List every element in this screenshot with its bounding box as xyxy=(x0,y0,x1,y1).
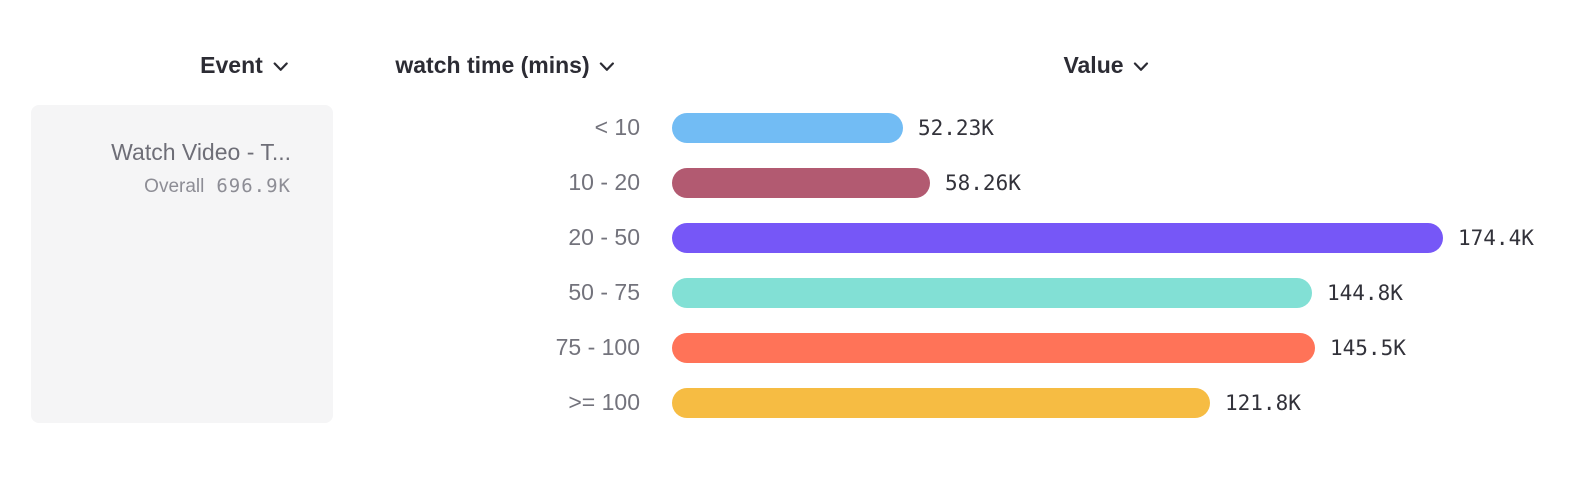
bar-value: 52.23K xyxy=(918,115,994,140)
column-header-value[interactable]: Value xyxy=(1063,52,1149,79)
bucket-label: 75 - 100 xyxy=(555,334,640,360)
bar[interactable] xyxy=(672,277,1312,308)
bar-row: 10 - 20 58.26K xyxy=(0,155,1584,210)
bar-area: 121.8K xyxy=(672,387,1584,418)
bar[interactable] xyxy=(672,222,1443,253)
overall-line: Overall 696.9K xyxy=(31,175,291,198)
overall-value: 696.9K xyxy=(216,175,291,197)
bar-row: 50 - 75 144.8K xyxy=(0,265,1584,320)
bar[interactable] xyxy=(672,112,903,143)
event-legend-card[interactable]: Watch Video - T... Overall 696.9K xyxy=(31,105,333,423)
column-header-watch-time[interactable]: watch time (mins) xyxy=(395,52,615,79)
column-header-value-label: Value xyxy=(1063,52,1124,78)
bucket-label: >= 100 xyxy=(568,389,640,415)
bar-value: 121.8K xyxy=(1225,390,1301,415)
bar-value: 58.26K xyxy=(945,170,1021,195)
column-header-event-label: Event xyxy=(200,52,263,78)
column-header-watch-time-label: watch time (mins) xyxy=(395,52,590,78)
chevron-down-icon xyxy=(273,62,288,71)
bar-chart: < 10 52.23K 10 - 20 58.26K 20 - 50 174.4… xyxy=(0,100,1584,430)
bar-area: 174.4K xyxy=(672,222,1584,253)
bar-value: 144.8K xyxy=(1327,280,1403,305)
bar-area: 145.5K xyxy=(672,332,1584,363)
bar-row: < 10 52.23K xyxy=(0,100,1584,155)
bar-value: 145.5K xyxy=(1330,335,1406,360)
bar-value: 174.4K xyxy=(1458,225,1534,250)
event-name: Watch Video - T... xyxy=(111,139,291,165)
column-header-event[interactable]: Event xyxy=(200,52,288,79)
bar-area: 58.26K xyxy=(672,167,1584,198)
bar[interactable] xyxy=(672,332,1315,363)
bar[interactable] xyxy=(672,167,930,198)
bucket-label: 20 - 50 xyxy=(568,224,640,250)
bar-row: 20 - 50 174.4K xyxy=(0,210,1584,265)
bar[interactable] xyxy=(672,387,1210,418)
overall-label: Overall xyxy=(144,176,205,197)
bar-row: 75 - 100 145.5K xyxy=(0,320,1584,375)
chevron-down-icon xyxy=(600,62,615,71)
bar-area: 144.8K xyxy=(672,277,1584,308)
bucket-label: 10 - 20 xyxy=(568,169,640,195)
chevron-down-icon xyxy=(1133,62,1149,71)
bar-area: 52.23K xyxy=(672,112,1584,143)
bucket-label: 50 - 75 xyxy=(568,279,640,305)
bar-row: >= 100 121.8K xyxy=(0,375,1584,430)
bucket-label: < 10 xyxy=(594,114,640,140)
